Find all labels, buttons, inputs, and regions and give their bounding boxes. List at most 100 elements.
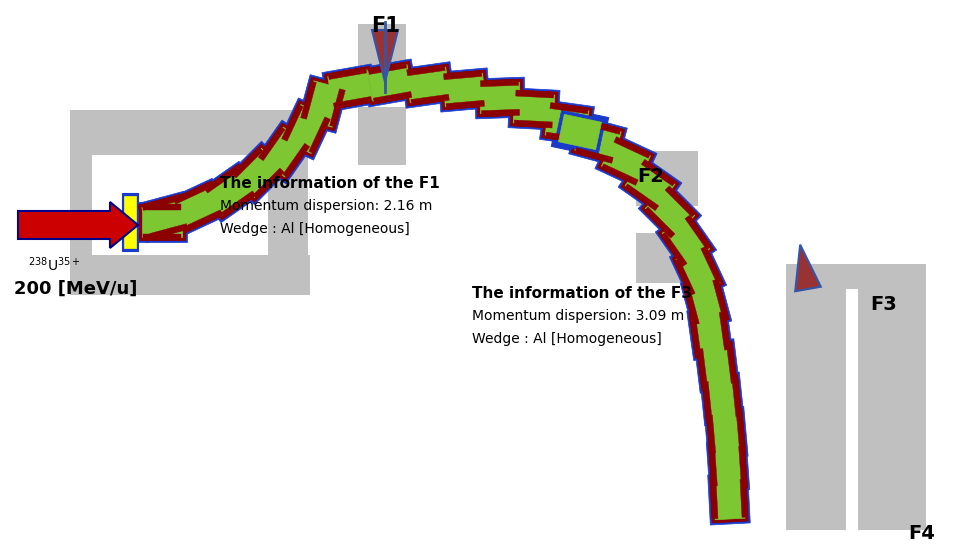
Polygon shape [740, 479, 748, 517]
Polygon shape [680, 273, 732, 331]
Polygon shape [739, 446, 747, 484]
Polygon shape [186, 210, 223, 231]
Polygon shape [283, 143, 310, 178]
Polygon shape [701, 246, 722, 283]
Polygon shape [372, 30, 398, 82]
Polygon shape [198, 161, 261, 223]
Polygon shape [686, 305, 733, 360]
Text: 200 [MeV/u]: 200 [MeV/u] [14, 280, 137, 298]
Polygon shape [689, 316, 701, 354]
Bar [358, 24, 406, 82]
Polygon shape [367, 65, 412, 101]
Polygon shape [692, 311, 728, 355]
Polygon shape [259, 126, 285, 161]
Bar [636, 151, 698, 206]
Polygon shape [676, 246, 720, 295]
Polygon shape [710, 480, 718, 519]
Polygon shape [706, 408, 746, 457]
Polygon shape [373, 91, 412, 104]
Polygon shape [514, 120, 552, 128]
Polygon shape [143, 204, 181, 210]
Polygon shape [601, 164, 639, 185]
Text: Momentum dispersion: 2.16 m: Momentum dispersion: 2.16 m [220, 199, 433, 213]
Polygon shape [508, 88, 560, 130]
Polygon shape [260, 127, 308, 177]
Polygon shape [232, 147, 263, 178]
Polygon shape [700, 344, 734, 388]
Polygon shape [136, 191, 194, 243]
Polygon shape [510, 90, 558, 128]
Polygon shape [709, 448, 717, 486]
Polygon shape [137, 202, 187, 242]
Polygon shape [443, 73, 485, 107]
Polygon shape [655, 209, 716, 273]
Polygon shape [713, 478, 745, 520]
Polygon shape [362, 59, 418, 107]
Polygon shape [309, 117, 330, 154]
Polygon shape [707, 440, 749, 493]
Bar [786, 264, 926, 289]
Polygon shape [233, 148, 283, 198]
Polygon shape [618, 154, 682, 216]
Polygon shape [614, 137, 651, 158]
Polygon shape [574, 121, 621, 161]
Polygon shape [402, 64, 453, 106]
Polygon shape [572, 118, 625, 164]
Polygon shape [322, 64, 378, 112]
Polygon shape [406, 67, 450, 102]
Polygon shape [624, 184, 659, 210]
Bar [268, 110, 308, 290]
Polygon shape [204, 166, 239, 193]
Polygon shape [481, 109, 520, 117]
Polygon shape [173, 183, 210, 204]
Polygon shape [329, 67, 366, 79]
Polygon shape [660, 233, 687, 267]
Polygon shape [122, 193, 138, 251]
Polygon shape [443, 71, 482, 80]
Polygon shape [142, 197, 189, 237]
Polygon shape [683, 287, 699, 325]
Polygon shape [641, 183, 699, 241]
Bar [358, 107, 406, 165]
Polygon shape [686, 279, 726, 325]
Polygon shape [256, 123, 312, 181]
Polygon shape [253, 168, 284, 199]
Polygon shape [437, 68, 491, 112]
Polygon shape [300, 81, 316, 119]
Polygon shape [303, 81, 343, 127]
Polygon shape [732, 378, 742, 417]
Polygon shape [476, 79, 524, 117]
Polygon shape [705, 377, 739, 420]
Polygon shape [550, 102, 588, 114]
Polygon shape [702, 381, 712, 420]
Polygon shape [545, 105, 589, 141]
Polygon shape [710, 475, 748, 523]
Polygon shape [709, 442, 747, 490]
Bar [78, 110, 300, 155]
Polygon shape [595, 132, 657, 190]
Polygon shape [446, 100, 484, 110]
Polygon shape [702, 374, 743, 424]
Polygon shape [621, 157, 679, 213]
Polygon shape [333, 96, 372, 109]
Polygon shape [169, 181, 226, 233]
Polygon shape [284, 105, 328, 154]
Polygon shape [708, 473, 750, 525]
Polygon shape [282, 104, 303, 141]
Polygon shape [545, 132, 584, 143]
Bar [858, 280, 926, 530]
Polygon shape [645, 187, 695, 237]
Polygon shape [712, 279, 728, 317]
Polygon shape [167, 179, 229, 236]
Polygon shape [411, 94, 449, 105]
Polygon shape [364, 61, 416, 105]
Polygon shape [205, 168, 255, 216]
Polygon shape [697, 349, 708, 387]
Polygon shape [700, 372, 745, 426]
Polygon shape [710, 412, 743, 454]
Polygon shape [694, 339, 740, 393]
Polygon shape [406, 64, 445, 75]
Polygon shape [625, 161, 675, 209]
Polygon shape [559, 115, 602, 150]
Polygon shape [712, 445, 745, 487]
